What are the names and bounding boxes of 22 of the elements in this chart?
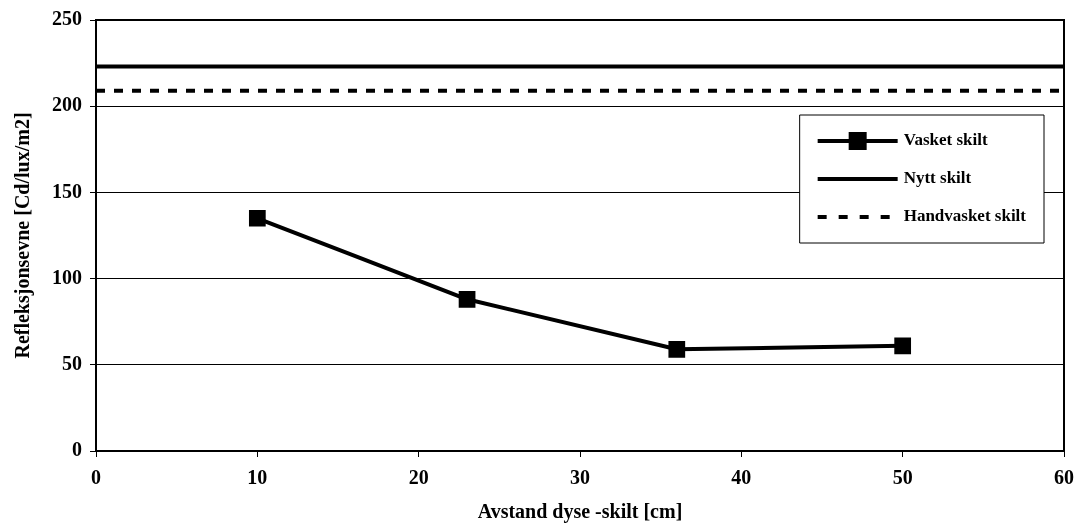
y-tick-label: 200: [52, 93, 82, 116]
x-axis-title: Avstand dyse -skilt [cm]: [477, 500, 683, 524]
x-tick-label: 60: [1054, 466, 1074, 489]
x-tick-label: 0: [91, 466, 101, 489]
x-tick-label: 10: [247, 466, 268, 489]
y-tick-label: 250: [52, 7, 82, 30]
legend-label: Vasket skilt: [903, 130, 988, 150]
x-tick-label: 40: [731, 466, 752, 489]
legend-label: Nytt skilt: [903, 168, 972, 188]
y-tick-label: 0: [72, 438, 82, 461]
legend-label: Handvasket skilt: [903, 206, 1027, 226]
point: [894, 337, 912, 355]
y-tick-label: 150: [52, 179, 82, 202]
x-tick-label: 50: [892, 466, 913, 489]
point: [458, 290, 476, 308]
y-axis-title: Refleksjonsevne [Cd/lux/m2]: [11, 112, 35, 359]
point: [248, 209, 266, 227]
x-tick-label: 20: [408, 466, 429, 489]
y-tick-label: 50: [62, 351, 82, 374]
point: [668, 340, 686, 358]
y-tick-label: 100: [52, 265, 82, 288]
x-tick-label: 30: [570, 466, 590, 489]
